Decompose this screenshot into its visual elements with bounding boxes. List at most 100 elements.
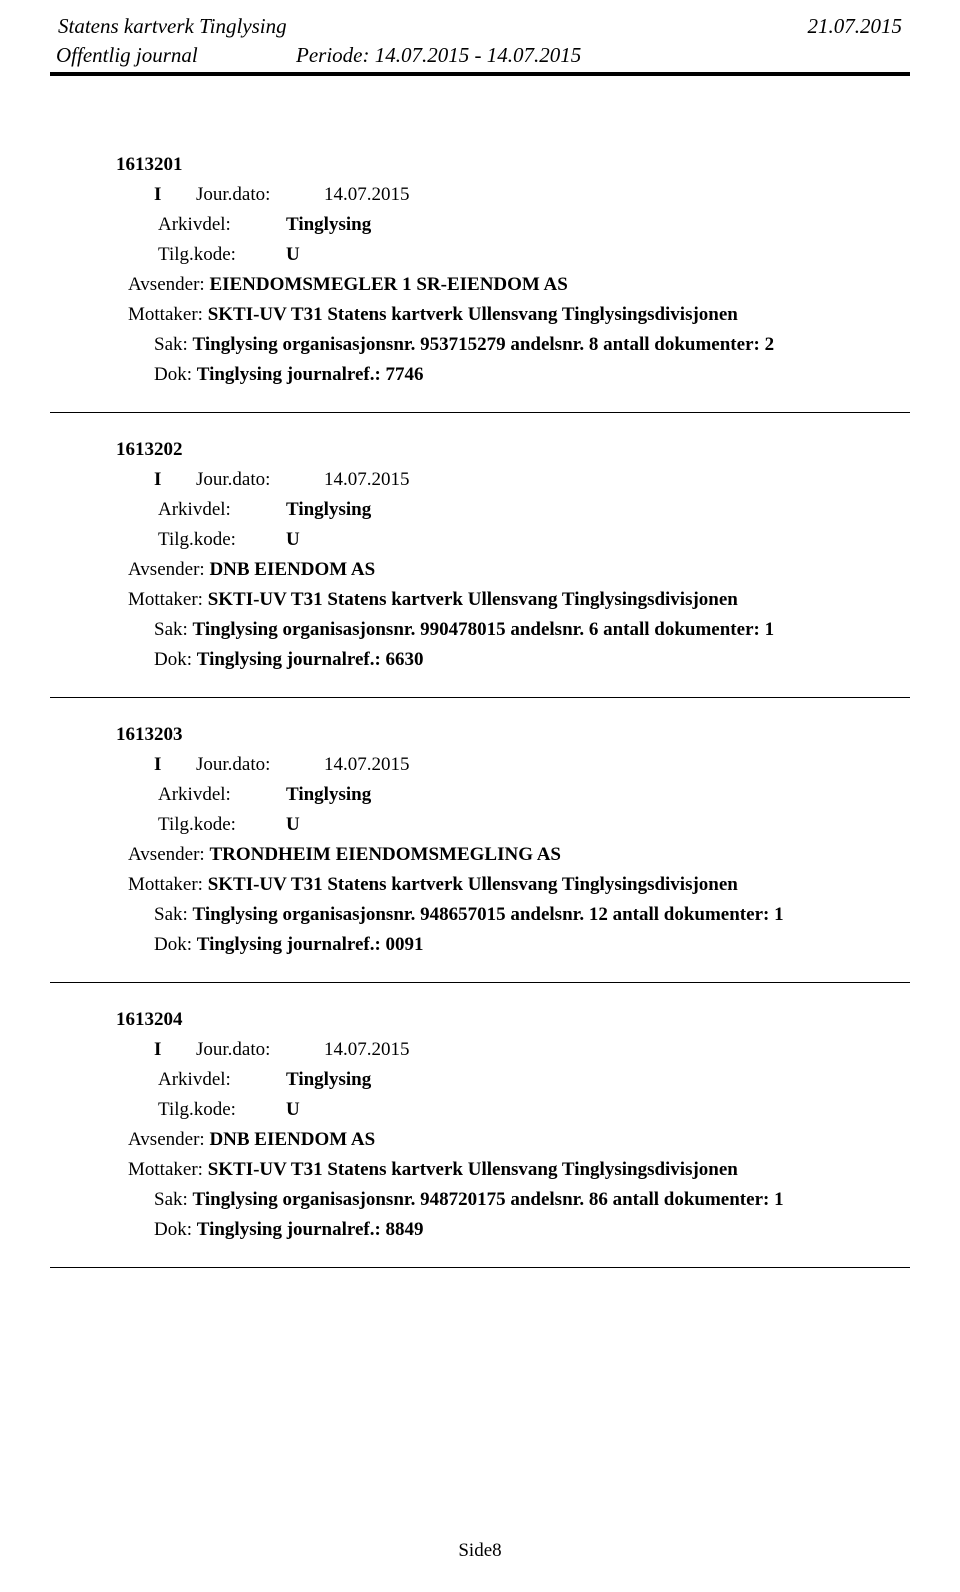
dok-row: Dok: Tinglysing journalref.: 6630 bbox=[116, 649, 890, 671]
dok-label: Dok: bbox=[154, 1219, 192, 1240]
arkivdel-label: Arkivdel: bbox=[158, 784, 286, 806]
tilg-kode-value: U bbox=[286, 529, 300, 551]
mottaker-value: SKTI-UV T31 Statens kartverk Ullensvang … bbox=[208, 874, 738, 895]
entry-divider bbox=[50, 412, 910, 413]
page-number: Side8 bbox=[458, 1540, 501, 1561]
tilg-kode-label: Tilg.kode: bbox=[158, 1099, 286, 1121]
journal-entry: 1613202 I Jour.dato: 14.07.2015 Arkivdel… bbox=[116, 439, 890, 698]
mottaker-value: SKTI-UV T31 Statens kartverk Ullensvang … bbox=[208, 589, 738, 610]
mottaker-label: Mottaker: bbox=[128, 304, 203, 325]
arkivdel-label: Arkivdel: bbox=[158, 214, 286, 236]
mottaker-row: Mottaker: SKTI-UV T31 Statens kartverk U… bbox=[116, 1159, 890, 1181]
tilg-kode-label: Tilg.kode: bbox=[158, 244, 286, 266]
jour-dato-label: Jour.dato: bbox=[196, 754, 324, 776]
jour-dato-label: Jour.dato: bbox=[196, 469, 324, 491]
header-subtitle: Offentlig journal bbox=[56, 43, 286, 68]
mottaker-row: Mottaker: SKTI-UV T31 Statens kartverk U… bbox=[116, 589, 890, 611]
jour-dato-row: I Jour.dato: 14.07.2015 bbox=[116, 184, 890, 206]
entry-divider bbox=[50, 1267, 910, 1268]
journal-entry: 1613204 I Jour.dato: 14.07.2015 Arkivdel… bbox=[116, 1009, 890, 1268]
mottaker-row: Mottaker: SKTI-UV T31 Statens kartverk U… bbox=[116, 304, 890, 326]
jour-dato-label: Jour.dato: bbox=[196, 184, 324, 206]
avsender-value: EIENDOMSMEGLER 1 SR-EIENDOM AS bbox=[209, 274, 567, 295]
tilg-kode-row: Tilg.kode: U bbox=[116, 529, 890, 551]
sak-label: Sak: bbox=[154, 619, 188, 640]
avsender-row: Avsender: DNB EIENDOM AS bbox=[116, 559, 890, 581]
tilg-kode-label: Tilg.kode: bbox=[158, 814, 286, 836]
mottaker-label: Mottaker: bbox=[128, 589, 203, 610]
jour-dato-value: 14.07.2015 bbox=[324, 184, 410, 206]
avsender-label: Avsender: bbox=[128, 274, 205, 295]
sak-row: Sak: Tinglysing organisasjonsnr. 9537152… bbox=[116, 334, 890, 356]
mottaker-label: Mottaker: bbox=[128, 874, 203, 895]
entry-type: I bbox=[154, 1039, 196, 1061]
sak-label: Sak: bbox=[154, 904, 188, 925]
dok-row: Dok: Tinglysing journalref.: 0091 bbox=[116, 934, 890, 956]
dok-value: Tinglysing journalref.: 7746 bbox=[197, 364, 424, 385]
tilg-kode-row: Tilg.kode: U bbox=[116, 814, 890, 836]
entry-divider bbox=[50, 697, 910, 698]
arkivdel-label: Arkivdel: bbox=[158, 1069, 286, 1091]
tilg-kode-value: U bbox=[286, 814, 300, 836]
arkivdel-value: Tinglysing bbox=[286, 214, 371, 236]
jour-dato-value: 14.07.2015 bbox=[324, 1039, 410, 1061]
entry-id: 1613202 bbox=[116, 439, 890, 461]
sak-row: Sak: Tinglysing organisasjonsnr. 9904780… bbox=[116, 619, 890, 641]
header-title: Statens kartverk Tinglysing bbox=[58, 14, 287, 39]
header-date: 21.07.2015 bbox=[808, 14, 903, 39]
header-period: Periode: 14.07.2015 - 14.07.2015 bbox=[286, 43, 581, 68]
entry-id: 1613204 bbox=[116, 1009, 890, 1031]
sak-label: Sak: bbox=[154, 1189, 188, 1210]
entry-type: I bbox=[154, 754, 196, 776]
jour-dato-value: 14.07.2015 bbox=[324, 754, 410, 776]
dok-row: Dok: Tinglysing journalref.: 7746 bbox=[116, 364, 890, 386]
mottaker-value: SKTI-UV T31 Statens kartverk Ullensvang … bbox=[208, 1159, 738, 1180]
avsender-label: Avsender: bbox=[128, 1129, 205, 1150]
dok-value: Tinglysing journalref.: 8849 bbox=[197, 1219, 424, 1240]
sak-row: Sak: Tinglysing organisasjonsnr. 9486570… bbox=[116, 904, 890, 926]
tilg-kode-label: Tilg.kode: bbox=[158, 529, 286, 551]
tilg-kode-value: U bbox=[286, 244, 300, 266]
arkivdel-row: Arkivdel: Tinglysing bbox=[116, 1069, 890, 1091]
avsender-row: Avsender: TRONDHEIM EIENDOMSMEGLING AS bbox=[116, 844, 890, 866]
arkivdel-value: Tinglysing bbox=[286, 784, 371, 806]
tilg-kode-row: Tilg.kode: U bbox=[116, 244, 890, 266]
dok-value: Tinglysing journalref.: 6630 bbox=[197, 649, 424, 670]
dok-label: Dok: bbox=[154, 364, 192, 385]
entry-id: 1613203 bbox=[116, 724, 890, 746]
mottaker-value: SKTI-UV T31 Statens kartverk Ullensvang … bbox=[208, 304, 738, 325]
avsender-label: Avsender: bbox=[128, 559, 205, 580]
tilg-kode-value: U bbox=[286, 1099, 300, 1121]
entry-type: I bbox=[154, 469, 196, 491]
avsender-row: Avsender: EIENDOMSMEGLER 1 SR-EIENDOM AS bbox=[116, 274, 890, 296]
jour-dato-row: I Jour.dato: 14.07.2015 bbox=[116, 1039, 890, 1061]
entry-id: 1613201 bbox=[116, 154, 890, 176]
dok-label: Dok: bbox=[154, 934, 192, 955]
sak-row: Sak: Tinglysing organisasjonsnr. 9487201… bbox=[116, 1189, 890, 1211]
header-bottom-row: Offentlig journal Periode: 14.07.2015 - … bbox=[50, 43, 910, 68]
sak-value: Tinglysing organisasjonsnr. 953715279 an… bbox=[193, 334, 775, 355]
header-top-row: Statens kartverk Tinglysing 21.07.2015 bbox=[50, 14, 910, 39]
jour-dato-value: 14.07.2015 bbox=[324, 469, 410, 491]
sak-value: Tinglysing organisasjonsnr. 948657015 an… bbox=[193, 904, 784, 925]
avsender-label: Avsender: bbox=[128, 844, 205, 865]
avsender-row: Avsender: DNB EIENDOM AS bbox=[116, 1129, 890, 1151]
arkivdel-row: Arkivdel: Tinglysing bbox=[116, 784, 890, 806]
entry-divider bbox=[50, 982, 910, 983]
arkivdel-value: Tinglysing bbox=[286, 1069, 371, 1091]
arkivdel-row: Arkivdel: Tinglysing bbox=[116, 499, 890, 521]
arkivdel-label: Arkivdel: bbox=[158, 499, 286, 521]
page-header: Statens kartverk Tinglysing 21.07.2015 O… bbox=[50, 14, 910, 76]
journal-entry: 1613201 I Jour.dato: 14.07.2015 Arkivdel… bbox=[116, 154, 890, 413]
sak-value: Tinglysing organisasjonsnr. 948720175 an… bbox=[193, 1189, 784, 1210]
mottaker-row: Mottaker: SKTI-UV T31 Statens kartverk U… bbox=[116, 874, 890, 896]
entry-type: I bbox=[154, 184, 196, 206]
arkivdel-value: Tinglysing bbox=[286, 499, 371, 521]
jour-dato-row: I Jour.dato: 14.07.2015 bbox=[116, 754, 890, 776]
journal-entry: 1613203 I Jour.dato: 14.07.2015 Arkivdel… bbox=[116, 724, 890, 983]
avsender-value: DNB EIENDOM AS bbox=[209, 559, 375, 580]
header-divider bbox=[50, 72, 910, 76]
dok-row: Dok: Tinglysing journalref.: 8849 bbox=[116, 1219, 890, 1241]
entries-container: 1613201 I Jour.dato: 14.07.2015 Arkivdel… bbox=[50, 84, 910, 1268]
jour-dato-row: I Jour.dato: 14.07.2015 bbox=[116, 469, 890, 491]
